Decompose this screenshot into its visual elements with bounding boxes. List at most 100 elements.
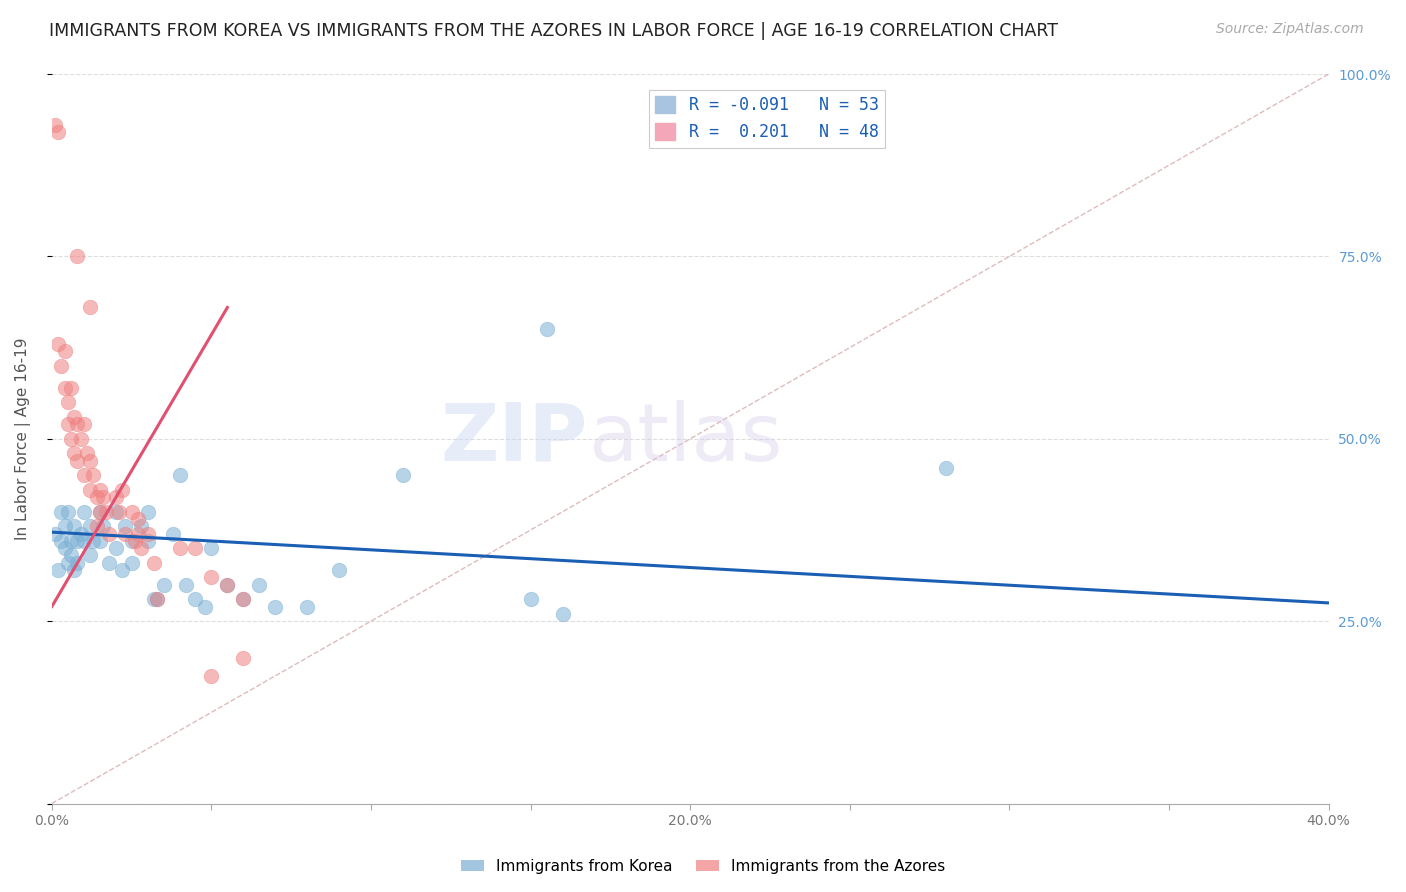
Point bbox=[69, 432, 91, 446]
Point bbox=[217, 577, 239, 591]
Point bbox=[104, 505, 127, 519]
Point bbox=[136, 505, 159, 519]
Point bbox=[63, 409, 86, 424]
Point bbox=[129, 519, 152, 533]
Point bbox=[66, 453, 89, 467]
Point bbox=[63, 519, 86, 533]
Point bbox=[184, 541, 207, 556]
Point bbox=[79, 549, 101, 563]
Point bbox=[94, 505, 117, 519]
Point bbox=[79, 519, 101, 533]
Point bbox=[114, 519, 136, 533]
Point bbox=[108, 505, 131, 519]
Point bbox=[46, 125, 69, 139]
Point bbox=[200, 541, 222, 556]
Point bbox=[121, 505, 143, 519]
Point bbox=[46, 563, 69, 577]
Point bbox=[69, 526, 91, 541]
Point bbox=[59, 381, 82, 395]
Point bbox=[59, 533, 82, 548]
Point bbox=[82, 468, 104, 483]
Point bbox=[194, 599, 217, 614]
Point bbox=[98, 526, 121, 541]
Point bbox=[44, 526, 66, 541]
Point bbox=[247, 577, 270, 591]
Point bbox=[174, 577, 197, 591]
Point bbox=[136, 526, 159, 541]
Point bbox=[143, 592, 166, 607]
Point bbox=[53, 344, 76, 359]
Point bbox=[136, 533, 159, 548]
Point bbox=[73, 533, 96, 548]
Point bbox=[56, 505, 79, 519]
Point bbox=[53, 541, 76, 556]
Point bbox=[124, 533, 146, 548]
Point bbox=[295, 599, 318, 614]
Point bbox=[82, 533, 104, 548]
Point bbox=[56, 417, 79, 432]
Point bbox=[76, 446, 98, 460]
Point bbox=[232, 592, 254, 607]
Point bbox=[184, 592, 207, 607]
Legend: R = -0.091   N = 53, R =  0.201   N = 48: R = -0.091 N = 53, R = 0.201 N = 48 bbox=[648, 90, 886, 148]
Point bbox=[51, 533, 73, 548]
Point bbox=[232, 592, 254, 607]
Point bbox=[73, 505, 96, 519]
Point bbox=[217, 577, 239, 591]
Y-axis label: In Labor Force | Age 16-19: In Labor Force | Age 16-19 bbox=[15, 337, 31, 540]
Point bbox=[98, 556, 121, 570]
Point bbox=[56, 395, 79, 409]
Point bbox=[104, 541, 127, 556]
Point bbox=[127, 512, 149, 526]
Point bbox=[63, 446, 86, 460]
Point bbox=[162, 526, 184, 541]
Point bbox=[169, 541, 191, 556]
Point bbox=[91, 519, 114, 533]
Text: atlas: atlas bbox=[588, 400, 783, 478]
Point bbox=[392, 468, 415, 483]
Point bbox=[53, 381, 76, 395]
Point bbox=[169, 468, 191, 483]
Point bbox=[519, 592, 541, 607]
Point bbox=[79, 483, 101, 497]
Point bbox=[51, 505, 73, 519]
Point bbox=[46, 337, 69, 351]
Point bbox=[111, 483, 134, 497]
Point bbox=[59, 432, 82, 446]
Point bbox=[121, 533, 143, 548]
Point bbox=[536, 322, 558, 336]
Point bbox=[104, 490, 127, 504]
Point bbox=[59, 549, 82, 563]
Point bbox=[53, 519, 76, 533]
Point bbox=[200, 570, 222, 584]
Point bbox=[56, 556, 79, 570]
Point bbox=[66, 533, 89, 548]
Point bbox=[89, 483, 111, 497]
Text: Source: ZipAtlas.com: Source: ZipAtlas.com bbox=[1216, 22, 1364, 37]
Point bbox=[91, 490, 114, 504]
Point bbox=[89, 505, 111, 519]
Point bbox=[264, 599, 287, 614]
Legend: Immigrants from Korea, Immigrants from the Azores: Immigrants from Korea, Immigrants from t… bbox=[456, 853, 950, 880]
Point bbox=[232, 650, 254, 665]
Point bbox=[66, 249, 89, 263]
Point bbox=[86, 519, 108, 533]
Point bbox=[73, 468, 96, 483]
Point bbox=[146, 592, 169, 607]
Point bbox=[73, 417, 96, 432]
Point bbox=[551, 607, 574, 621]
Point bbox=[114, 526, 136, 541]
Point bbox=[79, 453, 101, 467]
Point bbox=[63, 563, 86, 577]
Point bbox=[328, 563, 350, 577]
Point bbox=[143, 556, 166, 570]
Point bbox=[89, 505, 111, 519]
Point bbox=[111, 563, 134, 577]
Point bbox=[152, 577, 174, 591]
Point bbox=[79, 301, 101, 315]
Point bbox=[127, 526, 149, 541]
Point bbox=[121, 556, 143, 570]
Text: IMMIGRANTS FROM KOREA VS IMMIGRANTS FROM THE AZORES IN LABOR FORCE | AGE 16-19 C: IMMIGRANTS FROM KOREA VS IMMIGRANTS FROM… bbox=[49, 22, 1059, 40]
Point bbox=[200, 669, 222, 683]
Point bbox=[66, 417, 89, 432]
